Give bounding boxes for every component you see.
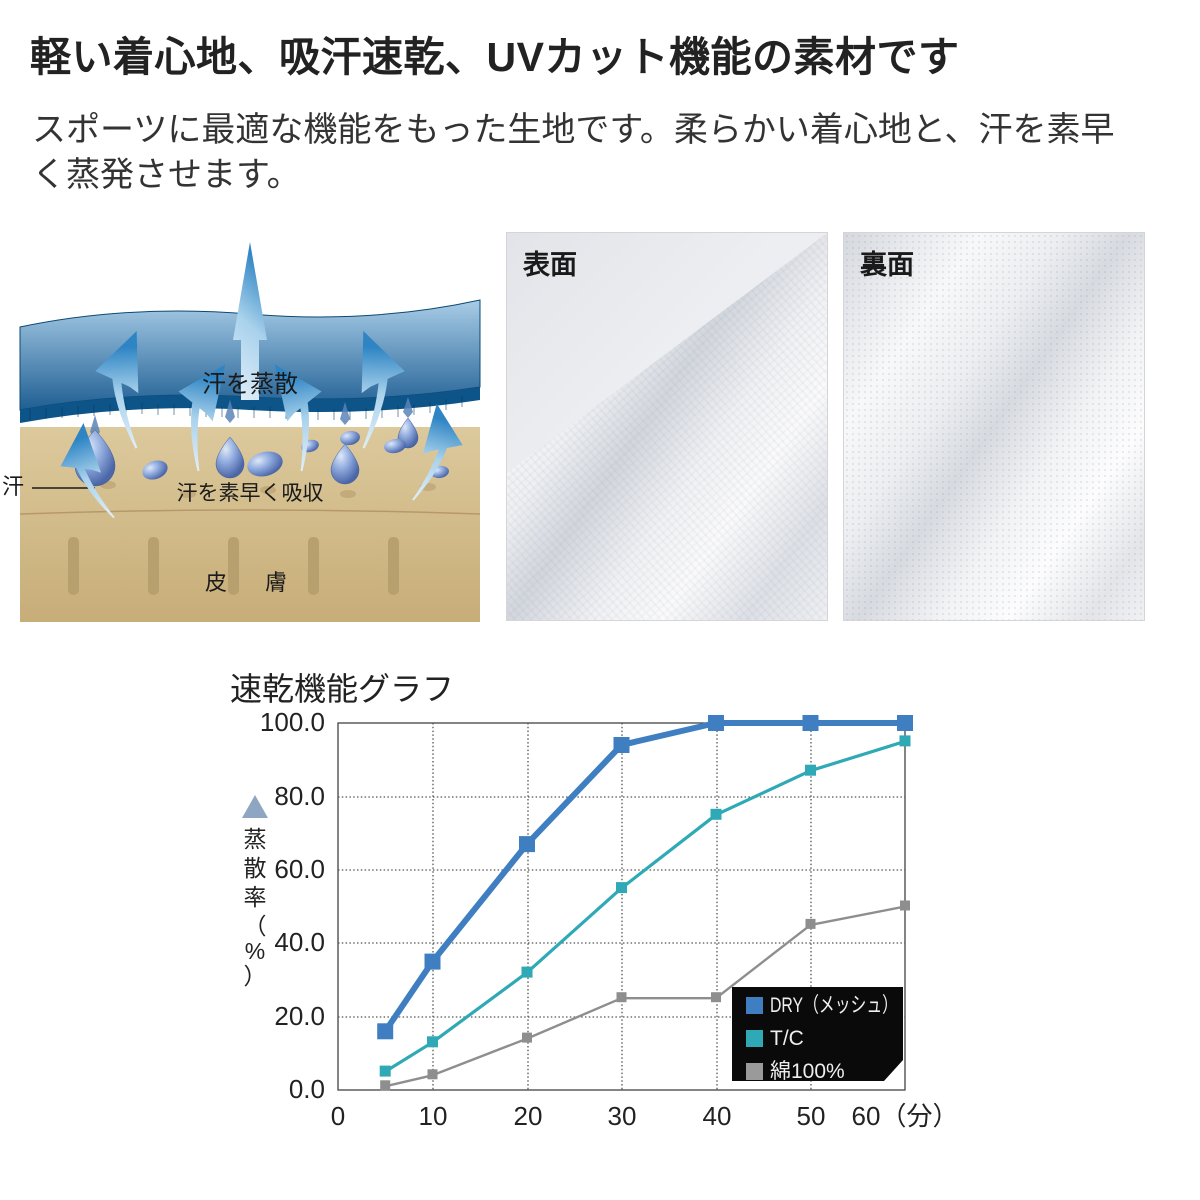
svg-text:10: 10 [419,1101,448,1131]
svg-text:）: ） [244,963,267,989]
svg-text:40.0: 40.0 [274,927,325,957]
svg-text:0: 0 [331,1101,345,1131]
svg-text:蒸: 蒸 [244,826,267,852]
svg-text:汗を素早く吸収: 汗を素早く吸収 [177,482,324,505]
svg-text:80.0: 80.0 [274,781,325,811]
svg-text:0.0: 0.0 [289,1074,325,1104]
svg-text:60（分）: 60（分） [852,1101,959,1131]
svg-text:T/C: T/C [770,1027,804,1050]
svg-text:汗: 汗 [2,474,24,499]
svg-text:20.0: 20.0 [274,1001,325,1031]
svg-text:60.0: 60.0 [274,854,325,884]
svg-text:30: 30 [608,1101,637,1131]
svg-text:100.0: 100.0 [260,707,325,737]
svg-text:散: 散 [244,855,267,881]
svg-text:皮 膚: 皮 膚 [205,570,295,595]
svg-text:20: 20 [514,1101,543,1131]
svg-text:（: （ [244,913,267,939]
svg-text:速乾機能グラフ: 速乾機能グラフ [230,671,454,707]
svg-text:DRY（メッシュ）: DRY（メッシュ） [770,994,898,1017]
svg-text:綿100%: 綿100% [770,1060,845,1083]
svg-text:%: % [245,938,265,964]
svg-text:50: 50 [797,1101,826,1131]
svg-text:40: 40 [703,1101,732,1131]
svg-text:率: 率 [244,884,267,910]
svg-text:汗を蒸散: 汗を蒸散 [202,371,298,398]
